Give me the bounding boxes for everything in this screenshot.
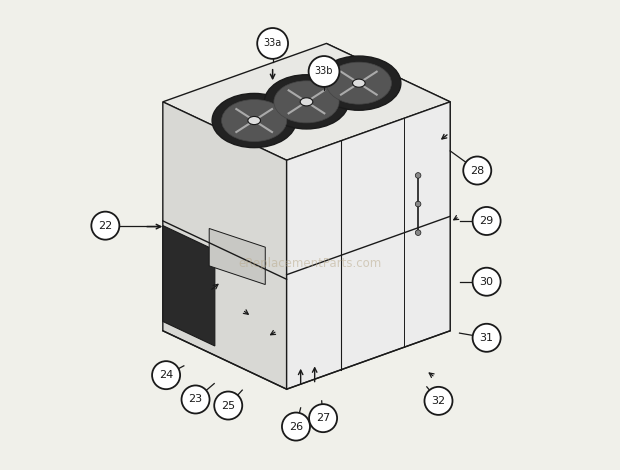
Ellipse shape	[353, 79, 365, 87]
Circle shape	[463, 157, 491, 185]
Circle shape	[309, 404, 337, 432]
Ellipse shape	[265, 75, 348, 129]
Circle shape	[152, 361, 180, 389]
Polygon shape	[326, 43, 450, 331]
Ellipse shape	[221, 100, 287, 141]
Circle shape	[282, 413, 310, 440]
Circle shape	[415, 172, 421, 178]
Ellipse shape	[317, 56, 401, 110]
Circle shape	[472, 207, 500, 235]
Text: 29: 29	[479, 216, 494, 226]
Circle shape	[415, 230, 421, 235]
Text: 24: 24	[159, 370, 173, 380]
Circle shape	[472, 268, 500, 296]
Polygon shape	[286, 102, 450, 389]
Circle shape	[425, 387, 453, 415]
Circle shape	[257, 28, 288, 59]
Circle shape	[215, 392, 242, 420]
Ellipse shape	[248, 117, 260, 125]
Text: 33a: 33a	[264, 39, 281, 48]
Polygon shape	[163, 43, 450, 160]
Text: 26: 26	[289, 422, 303, 431]
Circle shape	[182, 385, 210, 414]
Text: 22: 22	[98, 220, 112, 231]
Circle shape	[415, 201, 421, 207]
Circle shape	[472, 324, 500, 352]
Text: 23: 23	[188, 394, 203, 405]
Text: 28: 28	[470, 165, 484, 175]
Text: eReplacementParts.com: eReplacementParts.com	[238, 257, 382, 269]
Text: 31: 31	[480, 333, 494, 343]
Text: 27: 27	[316, 413, 330, 423]
Circle shape	[91, 212, 120, 240]
Text: 25: 25	[221, 400, 236, 410]
Text: 33b: 33b	[315, 66, 334, 77]
Ellipse shape	[300, 98, 313, 106]
Ellipse shape	[212, 94, 296, 148]
Polygon shape	[163, 102, 286, 389]
Polygon shape	[209, 228, 265, 284]
Polygon shape	[163, 226, 215, 346]
Text: 30: 30	[480, 277, 494, 287]
Ellipse shape	[326, 62, 391, 104]
Text: 32: 32	[432, 396, 446, 406]
Ellipse shape	[274, 81, 339, 123]
Circle shape	[309, 56, 339, 87]
